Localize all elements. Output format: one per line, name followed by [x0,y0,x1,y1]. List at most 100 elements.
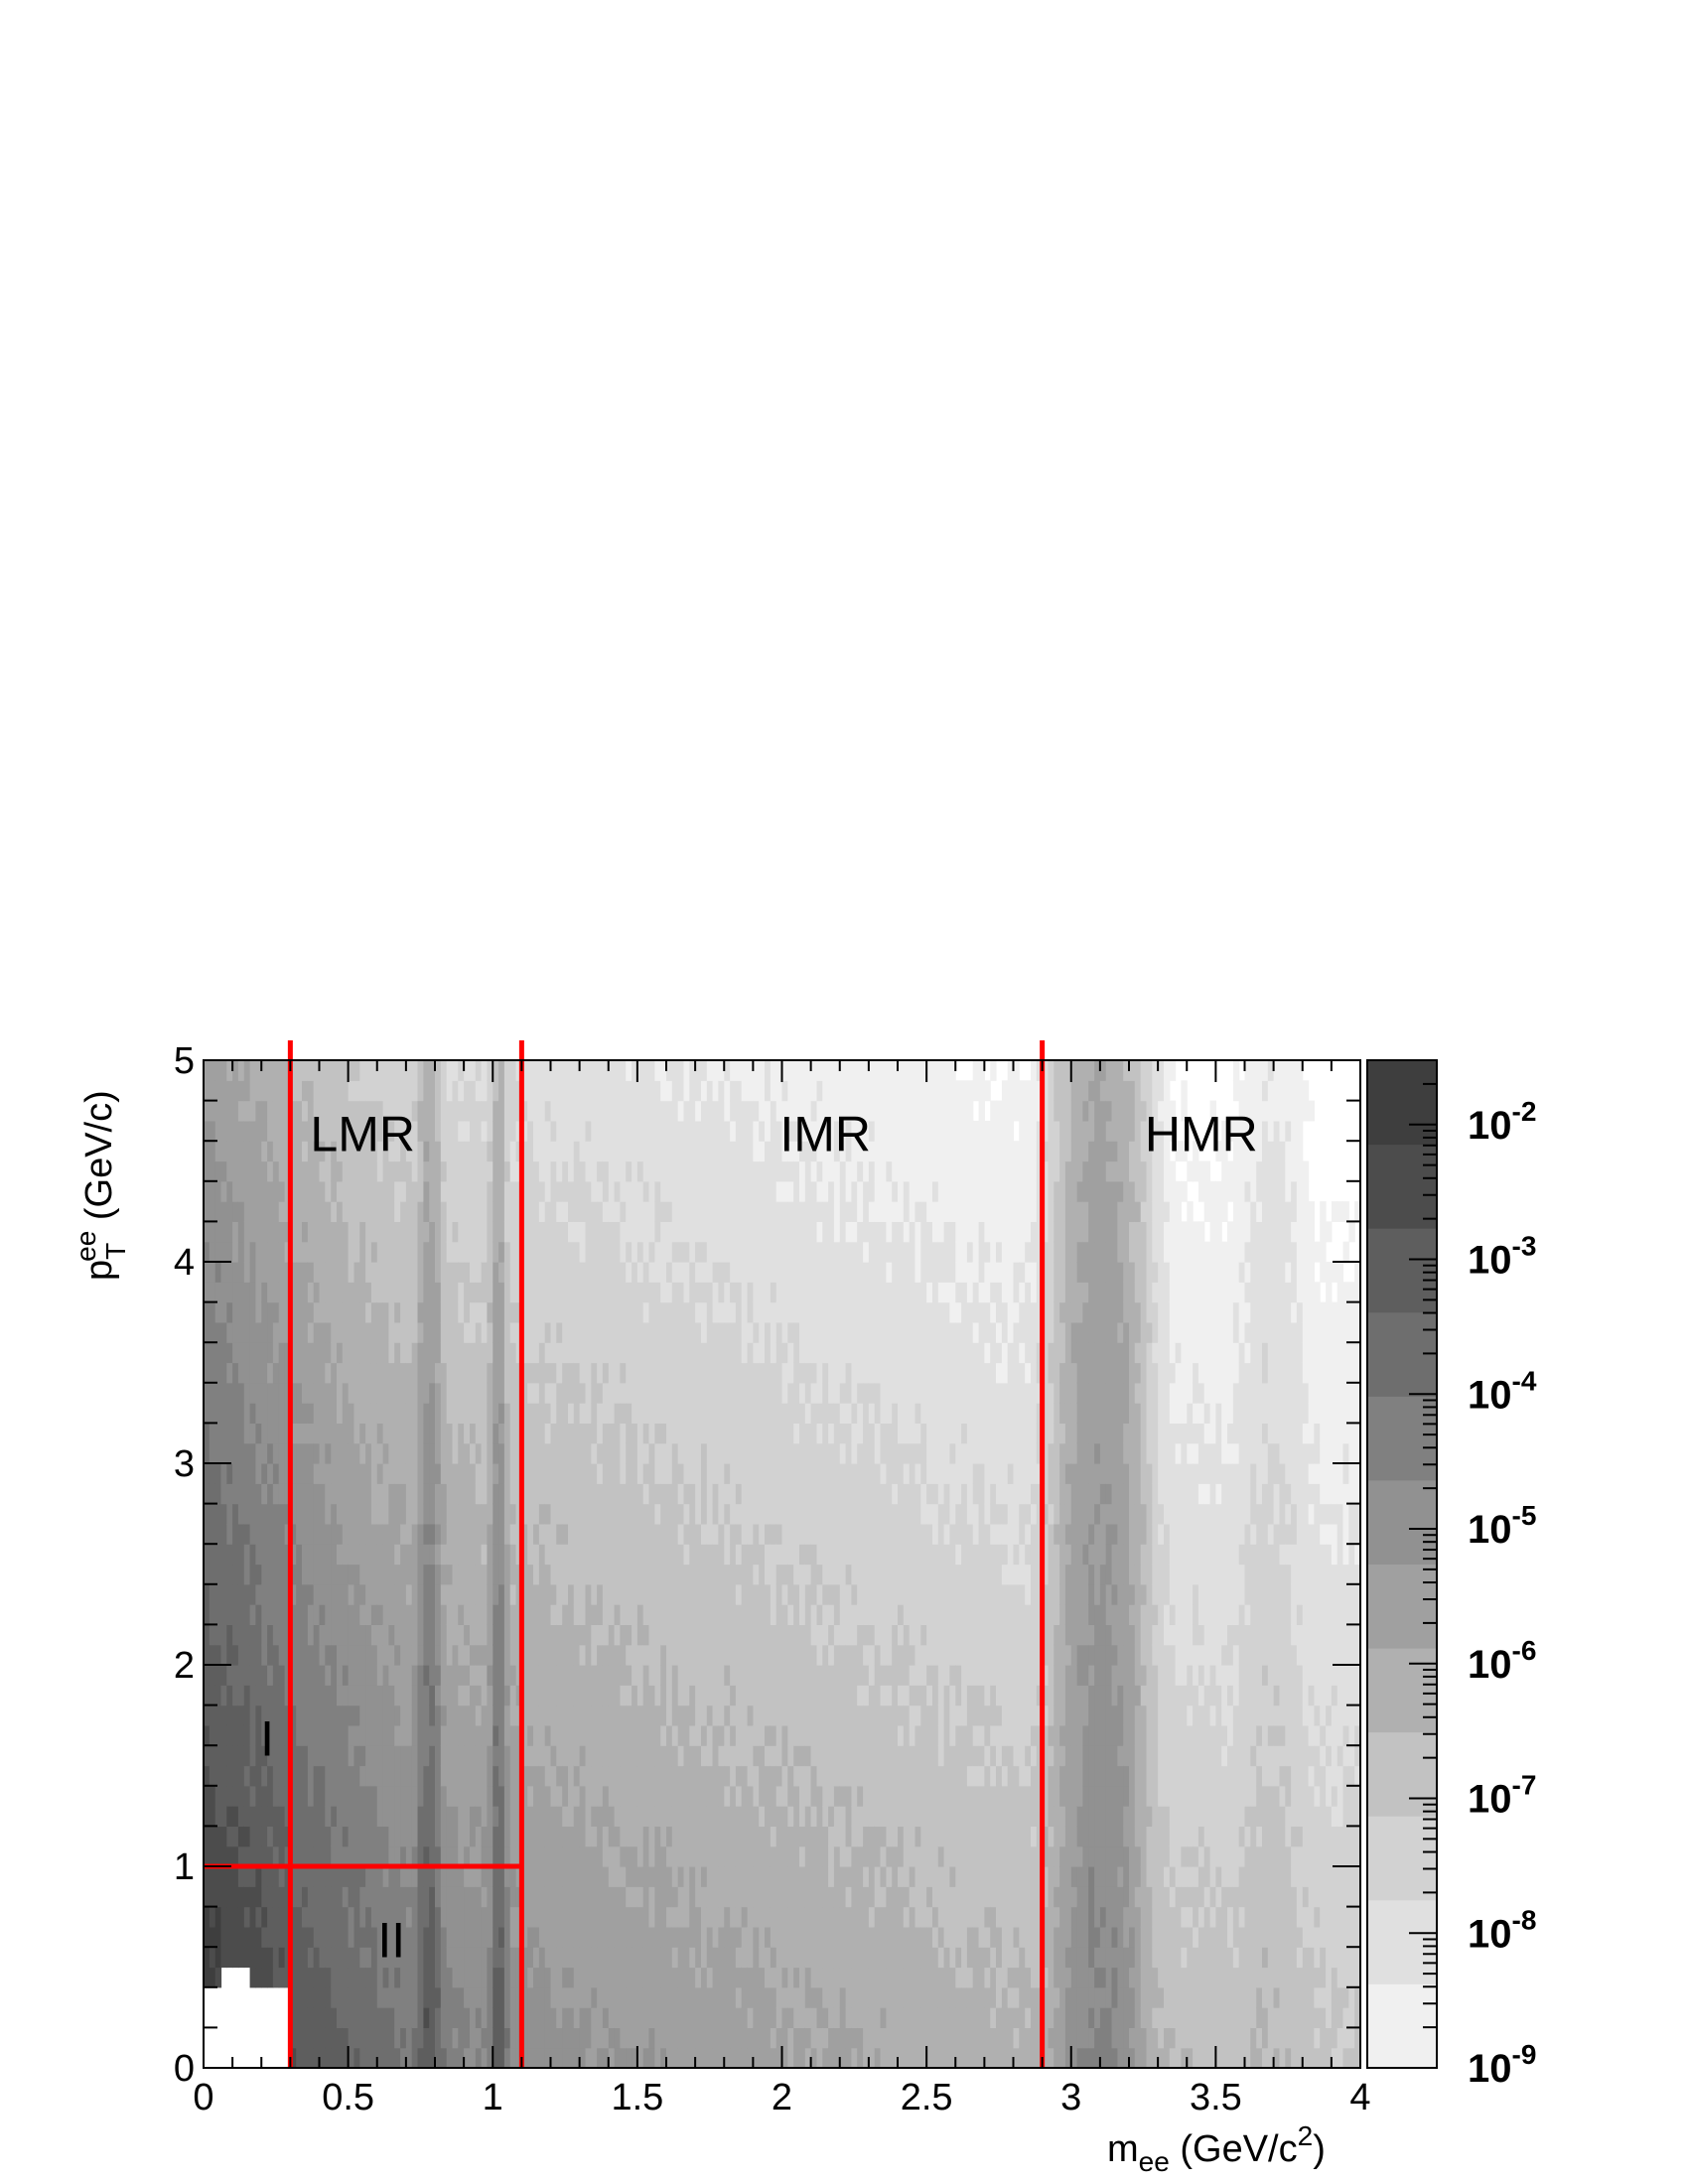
heatmap-cell [515,1403,522,1424]
heatmap-cell [365,1826,372,1847]
heatmap-cell [533,1080,540,1102]
heatmap-cell [365,1765,372,1787]
heatmap-cell [302,2007,309,2028]
heatmap-cell [255,1362,262,1384]
heatmap-cell [515,1442,522,1464]
heatmap-cell [348,2007,354,2028]
heatmap-cell [255,1442,262,1464]
heatmap-cell [209,1685,216,1706]
heatmap-cell [249,1120,256,1142]
heatmap-cell [753,1866,760,1887]
heatmap-cell [527,1463,534,1484]
heatmap-cell [481,1564,488,1585]
heatmap-cell [521,1201,528,1222]
heatmap-cell [660,1301,667,1323]
heatmap-cell [370,1845,378,1867]
heatmap-cell [348,1724,354,1746]
heatmap-cell [666,1785,673,1807]
heatmap-cell [458,2047,465,2068]
heatmap-cell [614,1282,621,1303]
heatmap-cell [626,1100,633,1122]
heatmap-cell [411,1241,419,1263]
heatmap-cell [220,1745,227,1767]
heatmap-cell [706,1724,714,1746]
heatmap-cell [706,1262,714,1283]
heatmap-cell [556,1442,563,1464]
heatmap-cell [544,1886,552,1908]
heatmap-cell [411,1826,419,1847]
heatmap-cell [446,1403,454,1424]
heatmap-cell [475,1705,483,1726]
heatmap-cell [296,1120,303,1142]
heatmap-cell [423,1221,430,1243]
heatmap-cell [446,1060,454,1081]
heatmap-cell [718,1665,725,1686]
heatmap-cell [626,1321,633,1343]
heatmap-cell [706,1342,714,1364]
heatmap-cell [648,1201,655,1222]
heatmap-cell [376,1141,384,1162]
heatmap-cell [313,1442,321,1464]
heatmap-cell [365,1523,372,1545]
heatmap-cell [342,1544,350,1566]
heatmap-cell [376,1926,384,1948]
heatmap-cell [666,1926,673,1948]
heatmap-cell [538,1967,546,1988]
heatmap-cell [204,1604,211,1625]
heatmap-cell [591,1906,598,1928]
heatmap-cell [759,1382,766,1404]
heatmap-cell [562,1806,569,1827]
heatmap-cell [440,1986,448,2008]
heatmap-cell [591,1080,598,1102]
heatmap-cell [666,1724,673,1746]
heatmap-cell [307,1100,315,1122]
heatmap-cell [671,1282,679,1303]
heatmap-cell [400,1866,407,1887]
heatmap-cell [591,1624,598,1646]
heatmap-cell [521,1060,528,1081]
heatmap-cell [209,1282,216,1303]
heatmap-cell [515,1523,522,1545]
heatmap-cell [382,1262,389,1283]
heatmap-cell [470,1262,477,1283]
heatmap-cell [527,1926,534,1948]
heatmap-cell [597,1886,604,1908]
heatmap-cell [666,1826,673,1847]
heatmap-cell [568,1845,575,1867]
heatmap-cell [654,1060,661,1061]
heatmap-cell [464,1926,471,1948]
heatmap-cell [741,1986,749,2008]
heatmap-cell [284,1845,291,1867]
heatmap-cell [446,1665,454,1686]
heatmap-cell [325,1705,332,1726]
heatmap-cell [648,1321,655,1343]
heatmap-cell [718,1282,725,1303]
heatmap-cell [440,1523,448,1545]
heatmap-cell [255,1221,262,1243]
heatmap-cell [423,1060,430,1061]
heatmap-cell [671,1503,679,1525]
heatmap-cell [313,1986,321,2008]
heatmap-cell [250,1020,256,1040]
heatmap-cell [313,1362,321,1384]
heatmap-cell [544,1806,552,1827]
heatmap-cell [683,1362,690,1384]
heatmap-cell [481,1423,488,1444]
heatmap-cell [718,1926,725,1948]
heatmap-cell [214,1080,222,1102]
heatmap-cell [319,1060,326,1081]
heatmap-cell [677,1141,685,1162]
heatmap-cell [509,1866,517,1887]
heatmap-cell [654,1724,661,1746]
heatmap-cell [376,1483,384,1505]
heatmap-cell [741,1826,749,1847]
heatmap-cell [204,1906,211,1928]
heatmap-cell [394,1906,401,1928]
heatmap-cell [550,1866,557,1887]
heatmap-cell [753,1806,760,1827]
heatmap-cell [492,1160,499,1182]
heatmap-cell [636,1120,644,1142]
heatmap-cell [429,1282,436,1303]
heatmap-cell [706,1282,714,1303]
heatmap-cell [712,1967,719,1988]
